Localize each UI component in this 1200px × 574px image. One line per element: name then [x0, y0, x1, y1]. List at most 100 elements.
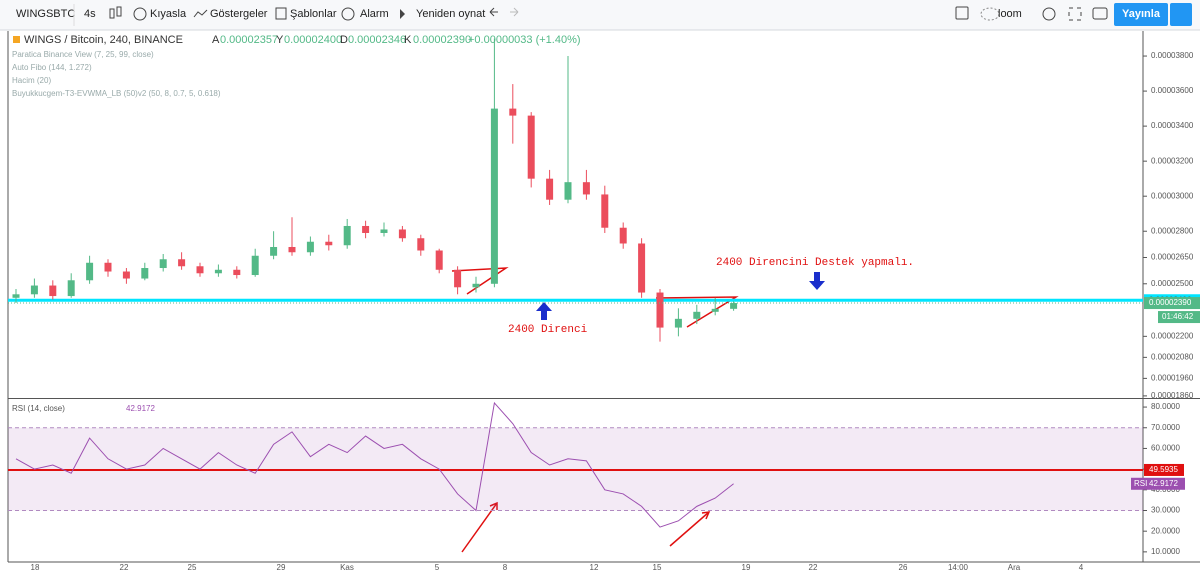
candle-body: [417, 238, 425, 251]
y-tick-label: 0.00003400: [1151, 121, 1194, 130]
interval[interactable]: 4s: [84, 8, 96, 20]
symbol[interactable]: WINGSBTC: [16, 8, 75, 20]
publish[interactable]: Yayınla: [1122, 8, 1161, 20]
x-tick-label: 14:00: [948, 563, 969, 572]
loom-icon[interactable]: [980, 7, 1000, 21]
countdown: 01:46:42: [1162, 312, 1194, 321]
annotation: 2400 Direncini Destek yapmalı.: [716, 257, 914, 269]
publish-button[interactable]: [1114, 3, 1168, 26]
fullscreen-box[interactable]: [955, 6, 969, 20]
candle-icon[interactable]: [109, 6, 122, 19]
indicators-icon[interactable]: [193, 9, 208, 18]
indicator-name: Auto Fibo (144, 1.272): [12, 63, 92, 72]
candle-body: [122, 271, 130, 279]
candle-body: [564, 182, 572, 200]
compare[interactable]: Kıyasla: [150, 8, 187, 20]
y-tick-label: 0.00002800: [1151, 226, 1194, 235]
up-arrow: [536, 302, 552, 320]
candle-body: [325, 241, 333, 246]
rsi-tag-value: 42.9172: [1149, 479, 1178, 488]
candle-body: [49, 285, 57, 297]
legend-title: WINGS / Bitcoin, 240, BINANCE: [24, 34, 183, 46]
candle-body: [104, 262, 112, 272]
down-arrow: [809, 272, 825, 290]
y-tick-label: 0.00002080: [1151, 352, 1194, 361]
x-tick-label: 15: [653, 563, 662, 572]
indicator-name: Paratica Binance View (7, 25, 99, close): [12, 50, 154, 59]
symbol-icon: [13, 36, 20, 43]
x-tick-label: 5: [435, 563, 440, 572]
open-value: 0.00002357: [220, 34, 278, 46]
settings[interactable]: [1042, 7, 1056, 21]
close-value: 0.00002390: [413, 34, 471, 46]
candle-body: [67, 280, 75, 297]
x-tick-label: 22: [120, 563, 129, 572]
rsi-line: [15, 401, 734, 528]
replay-icon[interactable]: [400, 9, 405, 19]
candle-body: [178, 259, 186, 267]
replay[interactable]: Yeniden oynat: [416, 8, 485, 20]
rsi-title: RSI (14, close): [12, 404, 65, 413]
rsi-value: 42.9172: [126, 404, 155, 413]
rsi-tick-label: 10.0000: [1151, 547, 1180, 556]
candle-body: [141, 268, 149, 279]
redo[interactable]: [510, 7, 519, 17]
expand[interactable]: [1068, 7, 1082, 21]
candle-body: [306, 241, 314, 253]
indicator-name: Hacim (20): [12, 76, 51, 85]
loom[interactable]: loom: [998, 8, 1022, 20]
x-tick-label: 4: [1079, 563, 1084, 572]
candle-body: [711, 308, 719, 312]
y-tick-label: 0.00003200: [1151, 156, 1194, 165]
alarm[interactable]: Alarm: [360, 8, 389, 20]
candle-body: [693, 311, 701, 319]
alarm-icon[interactable]: [341, 7, 355, 21]
y-tick-label: 0.00003600: [1151, 86, 1194, 95]
y-tick-label: 0.00003000: [1151, 191, 1194, 200]
rsi-tick-label: 70.0000: [1151, 423, 1180, 432]
x-tick-label: 26: [899, 563, 908, 572]
open-label: A: [212, 34, 220, 46]
snapshot[interactable]: [1092, 7, 1108, 20]
y-tick-label: 0.00002650: [1151, 253, 1194, 262]
last-price-label: 0.00002390: [1149, 298, 1192, 307]
candle-body: [214, 269, 222, 274]
candle-body: [601, 194, 609, 228]
undo[interactable]: [489, 7, 498, 17]
candle-body: [159, 259, 167, 269]
indicators[interactable]: Göstergeler: [210, 8, 268, 20]
candle-body: [546, 178, 554, 200]
x-tick-label: 22: [809, 563, 818, 572]
candle-body: [398, 229, 406, 239]
x-tick-label: Kas: [340, 563, 354, 572]
low-label: D: [340, 34, 348, 46]
candle-body: [270, 246, 278, 256]
candle-body: [472, 283, 480, 288]
x-tick-label: 19: [742, 563, 751, 572]
change: +0.00000033 (+1.40%): [468, 34, 581, 46]
candle-body: [233, 269, 241, 276]
last-price-tag: [1144, 297, 1200, 310]
templates[interactable]: Şablonlar: [290, 8, 337, 20]
candle-body: [196, 266, 204, 274]
candle-body: [638, 243, 646, 293]
rsi-tick-label: 80.0000: [1151, 402, 1180, 411]
compare-icon[interactable]: [133, 7, 147, 21]
high-label: Y: [276, 34, 284, 46]
candle-body: [362, 225, 370, 233]
x-tick-label: 25: [188, 563, 197, 572]
rsi-level-label: 49.5935: [1149, 465, 1178, 474]
toolbar: [0, 0, 1200, 30]
rsi-tag-name: RSI: [1134, 479, 1147, 488]
candle-body: [343, 225, 351, 246]
y-tick-label: 0.00001860: [1151, 391, 1194, 400]
candle-body: [674, 318, 682, 328]
rsi-tick-label: 30.0000: [1151, 506, 1180, 515]
candle-body: [30, 285, 38, 295]
publish-menu[interactable]: [1170, 3, 1192, 26]
candle-body: [582, 182, 590, 195]
templates-icon[interactable]: [275, 7, 287, 20]
